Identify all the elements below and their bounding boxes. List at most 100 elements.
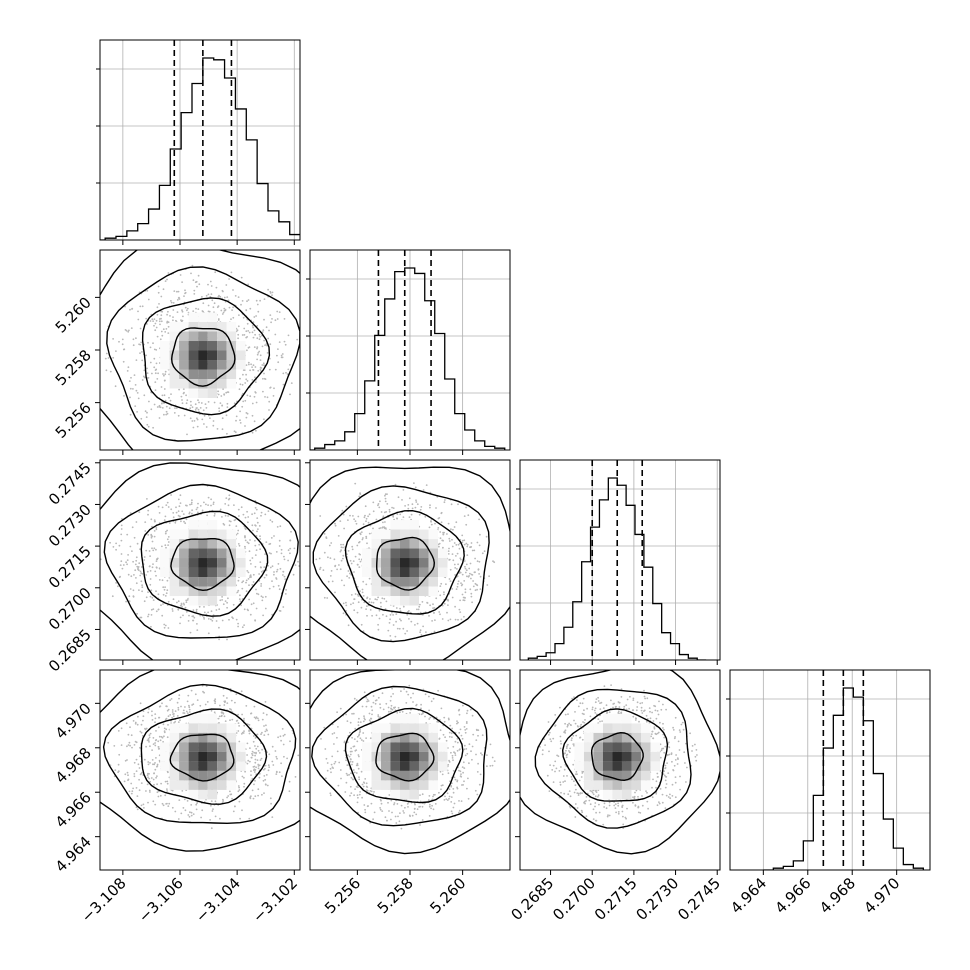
sample-point: [241, 581, 244, 584]
sample-point: [278, 311, 281, 313]
sample-point: [355, 772, 358, 774]
sample-point: [259, 561, 262, 563]
sample-point: [188, 511, 191, 514]
sample-point: [464, 754, 467, 757]
sample-point: [246, 754, 249, 756]
sample-point: [353, 794, 355, 797]
sample-point: [186, 800, 189, 802]
sample-point: [154, 721, 156, 724]
sample-point: [474, 557, 476, 560]
sample-point: [566, 745, 568, 748]
sample-point: [420, 506, 423, 508]
sample-point: [246, 412, 249, 415]
sample-point: [333, 558, 336, 561]
sample-point: [134, 384, 137, 386]
sample-point: [333, 743, 335, 745]
sample-point: [271, 760, 274, 763]
sample-point: [383, 597, 386, 600]
sample-point: [453, 526, 456, 528]
density-cell: [399, 558, 410, 568]
density-cell: [390, 761, 400, 771]
sample-point: [152, 800, 155, 803]
sample-point: [155, 776, 158, 779]
sample-point: [377, 628, 380, 631]
sample-point: [127, 330, 130, 333]
sample-point: [134, 740, 137, 743]
sample-point: [231, 718, 234, 721]
sample-point: [155, 574, 157, 577]
sample-point: [480, 752, 482, 755]
sample-point: [462, 704, 464, 707]
density-cell: [207, 596, 218, 606]
sample-point: [129, 588, 132, 590]
sample-point: [140, 782, 143, 784]
sample-point: [369, 717, 372, 720]
sample-point: [359, 560, 362, 563]
sample-point: [387, 706, 390, 709]
sample-point: [451, 596, 454, 599]
sample-point: [224, 514, 227, 517]
density-panel-0-3: [100, 670, 300, 852]
sample-point: [263, 576, 266, 579]
sample-point: [128, 790, 131, 793]
sample-point: [439, 594, 442, 597]
sample-point: [352, 778, 354, 781]
sample-point: [240, 604, 243, 607]
sample-point: [288, 790, 291, 793]
sample-point: [120, 553, 123, 555]
sample-point: [177, 498, 180, 501]
sample-point: [370, 601, 373, 604]
sample-point: [279, 525, 282, 528]
sample-point: [180, 395, 183, 398]
sample-point: [265, 541, 268, 543]
sample-point: [461, 539, 464, 542]
sample-point: [420, 634, 423, 636]
sample-point: [422, 688, 425, 691]
sample-point: [261, 331, 264, 333]
sample-point: [195, 407, 198, 409]
sample-point: [181, 510, 184, 513]
density-cell: [409, 751, 419, 762]
sample-point: [419, 794, 421, 796]
sample-point: [237, 790, 240, 793]
sample-point: [673, 737, 676, 740]
sample-point: [184, 306, 187, 309]
sample-point: [443, 501, 446, 504]
sample-point: [252, 369, 255, 371]
density-cell: [179, 539, 189, 549]
density-cell: [226, 360, 237, 370]
density-cell: [236, 558, 246, 568]
sample-point: [260, 511, 263, 514]
sample-point: [129, 387, 132, 390]
sample-point: [282, 743, 285, 746]
density-cell: [428, 558, 438, 568]
sample-point: [425, 631, 427, 633]
sample-point: [259, 538, 262, 540]
sample-point: [443, 591, 445, 594]
sample-point: [152, 778, 155, 781]
sample-point: [404, 632, 407, 635]
sample-point: [247, 299, 250, 301]
sample-point: [243, 724, 246, 727]
sample-point: [251, 325, 254, 327]
sample-point: [131, 550, 133, 552]
sample-point: [148, 777, 151, 780]
sample-point: [465, 569, 468, 572]
sample-point: [241, 405, 244, 408]
sample-point: [174, 810, 177, 813]
sample-point: [362, 720, 365, 723]
sample-point: [109, 370, 112, 373]
sample-point: [433, 612, 435, 614]
sample-point: [144, 727, 146, 730]
sample-point: [161, 394, 164, 397]
density-cell: [409, 520, 419, 530]
sample-point: [274, 319, 277, 322]
sample-point: [214, 800, 217, 803]
sample-point: [265, 326, 268, 329]
sample-point: [456, 552, 459, 555]
sample-point: [255, 747, 258, 750]
density-cell: [409, 742, 419, 752]
sample-point: [271, 520, 274, 523]
sample-point: [253, 769, 255, 772]
sample-point: [189, 417, 192, 420]
